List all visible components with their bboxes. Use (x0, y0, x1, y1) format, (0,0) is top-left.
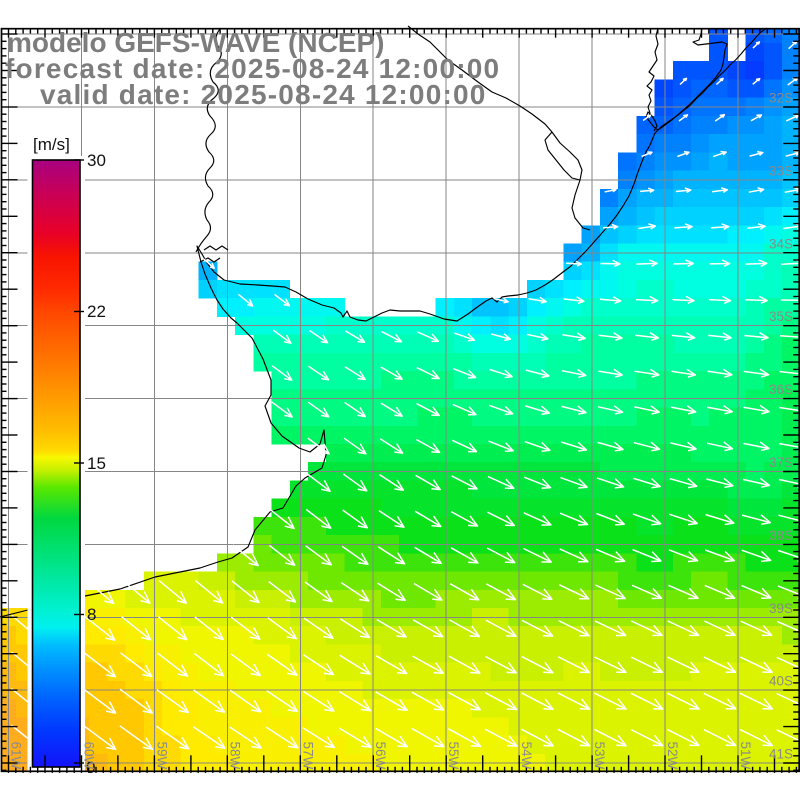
svg-text:modelo GEFS-WAVE (NCEP): modelo GEFS-WAVE (NCEP) (7, 27, 385, 58)
svg-text:33S: 33S (769, 163, 793, 178)
svg-text:56W: 56W (373, 742, 388, 770)
svg-text:59W: 59W (154, 742, 169, 770)
svg-text:36S: 36S (769, 382, 793, 397)
svg-text:8: 8 (87, 605, 96, 624)
svg-text:58W: 58W (227, 742, 242, 770)
svg-text:61W: 61W (9, 742, 24, 770)
svg-text:0: 0 (86, 758, 95, 777)
svg-text:53W: 53W (592, 742, 607, 770)
svg-text:forecast date: 2025-08-24 12:0: forecast date: 2025-08-24 12:00:00 (5, 53, 500, 84)
svg-text:38S: 38S (769, 528, 793, 543)
svg-text:40S: 40S (769, 674, 793, 689)
svg-text:41S: 41S (769, 747, 793, 762)
svg-text:30: 30 (87, 151, 106, 170)
svg-text:39S: 39S (769, 601, 793, 616)
svg-text:51W: 51W (738, 742, 753, 770)
svg-text:32S: 32S (769, 91, 793, 106)
svg-text:22: 22 (87, 302, 106, 321)
svg-text:60W: 60W (82, 742, 97, 770)
svg-text:37S: 37S (769, 455, 793, 470)
svg-text:55W: 55W (446, 742, 461, 770)
svg-text:54W: 54W (519, 742, 534, 770)
svg-text:valid date: 2025-08-24 12:00:0: valid date: 2025-08-24 12:00:00 (40, 79, 487, 110)
svg-text:15: 15 (87, 454, 106, 473)
svg-text:[m/s]: [m/s] (33, 135, 70, 154)
svg-text:35S: 35S (769, 309, 793, 324)
svg-text:52W: 52W (665, 742, 680, 770)
svg-text:34S: 34S (769, 236, 793, 251)
svg-text:57W: 57W (300, 742, 315, 770)
